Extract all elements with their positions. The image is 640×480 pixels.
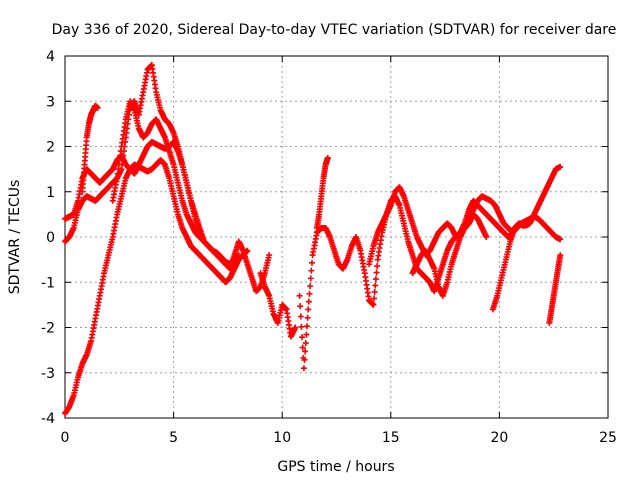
data-point bbox=[299, 344, 306, 351]
data-point bbox=[557, 252, 564, 259]
data-point bbox=[308, 267, 315, 274]
x-tick-label: 10 bbox=[273, 430, 291, 446]
series-trace-k bbox=[489, 220, 527, 313]
data-point bbox=[301, 356, 308, 363]
data-point bbox=[305, 306, 312, 313]
y-tick-label: -1 bbox=[41, 275, 55, 291]
series-trace-l bbox=[546, 252, 564, 326]
data-point bbox=[302, 340, 309, 347]
data-point bbox=[304, 323, 311, 330]
y-tick-label: -3 bbox=[41, 366, 55, 382]
data-point bbox=[297, 313, 304, 320]
y-axis-label: SDTVAR / TECUs bbox=[7, 180, 23, 295]
data-point bbox=[303, 331, 310, 338]
data-point bbox=[370, 301, 377, 308]
data-point bbox=[201, 238, 208, 245]
series-trace-e bbox=[109, 98, 208, 245]
data-point bbox=[307, 283, 314, 290]
data-point bbox=[296, 292, 303, 299]
data-point bbox=[557, 163, 564, 170]
data-point bbox=[483, 234, 490, 240]
y-tick-label: -2 bbox=[41, 321, 55, 337]
series-trace-j bbox=[409, 211, 490, 299]
data-point bbox=[374, 263, 381, 270]
y-tick-label: -4 bbox=[41, 411, 55, 427]
data-point bbox=[292, 324, 299, 331]
data-point bbox=[94, 105, 101, 112]
data-point bbox=[308, 259, 315, 266]
data-point bbox=[307, 275, 314, 282]
series-trace-b bbox=[62, 138, 242, 268]
grid-lines bbox=[65, 56, 608, 418]
x-tick-label: 5 bbox=[169, 430, 178, 446]
data-point bbox=[306, 290, 313, 297]
data-point bbox=[373, 269, 380, 276]
data-point bbox=[324, 154, 331, 161]
data-points bbox=[62, 62, 564, 417]
series-trace-g bbox=[296, 163, 564, 372]
axis-ticks: 0 5 10 15 20 25 -4 -3 -2 -1 0 1 2 3 4 bbox=[41, 49, 617, 446]
data-point bbox=[304, 314, 311, 321]
data-point bbox=[266, 252, 273, 259]
data-point bbox=[371, 288, 378, 295]
x-tick-label: 0 bbox=[61, 430, 70, 446]
data-point bbox=[557, 236, 564, 243]
x-tick-label: 25 bbox=[599, 430, 617, 446]
series-trace-h bbox=[313, 154, 331, 231]
y-tick-label: 0 bbox=[46, 230, 55, 246]
y-tick-label: 1 bbox=[46, 185, 55, 201]
data-point bbox=[297, 303, 304, 310]
x-axis-label: GPS time / hours bbox=[277, 459, 394, 475]
data-point bbox=[372, 282, 379, 289]
series-trace-a bbox=[62, 157, 251, 417]
data-point bbox=[372, 276, 379, 283]
chart-title: Day 336 of 2020, Sidereal Day-to-day VTE… bbox=[52, 22, 617, 38]
series-trace-f bbox=[257, 270, 299, 340]
data-point bbox=[300, 365, 307, 372]
data-point bbox=[520, 222, 527, 229]
data-point bbox=[299, 334, 306, 341]
data-point bbox=[305, 298, 312, 305]
series-trace-c bbox=[62, 62, 273, 295]
y-tick-label: 3 bbox=[46, 94, 55, 110]
data-point bbox=[302, 348, 309, 355]
x-tick-label: 20 bbox=[490, 430, 508, 446]
y-tick-label: 2 bbox=[46, 140, 55, 156]
data-point bbox=[298, 323, 305, 330]
y-tick-label: 4 bbox=[46, 49, 55, 65]
x-tick-label: 15 bbox=[382, 430, 400, 446]
data-point bbox=[371, 295, 378, 302]
series-trace-d bbox=[79, 102, 101, 195]
